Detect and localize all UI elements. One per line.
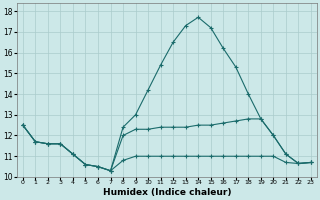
- X-axis label: Humidex (Indice chaleur): Humidex (Indice chaleur): [103, 188, 231, 197]
